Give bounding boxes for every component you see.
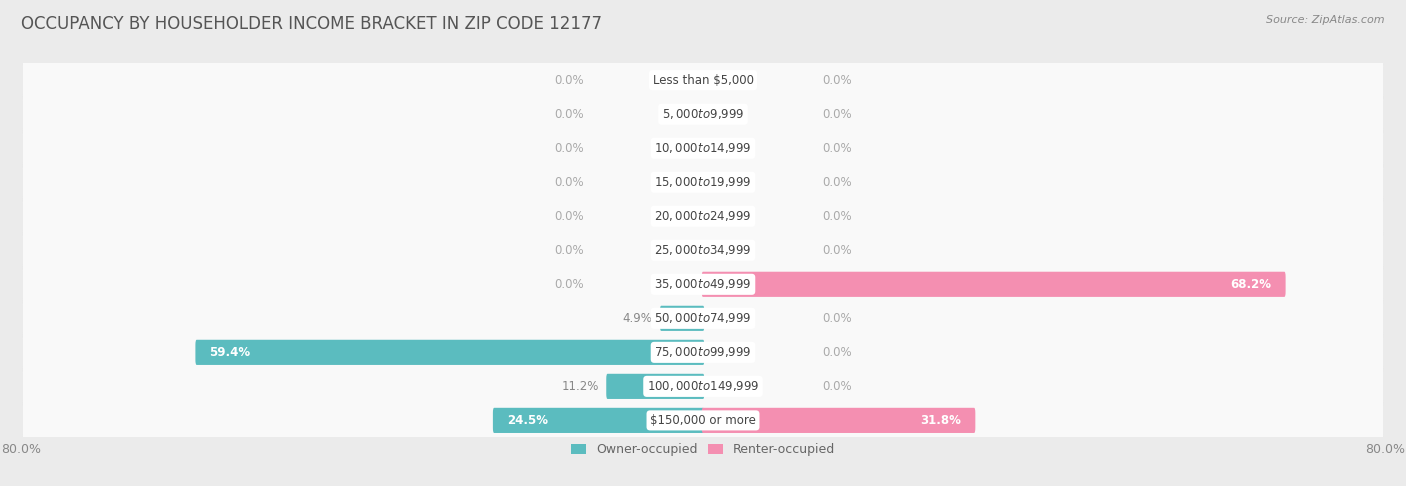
Text: Less than $5,000: Less than $5,000 — [652, 74, 754, 87]
FancyBboxPatch shape — [659, 306, 704, 331]
Text: 0.0%: 0.0% — [823, 244, 852, 257]
Text: $15,000 to $19,999: $15,000 to $19,999 — [654, 175, 752, 189]
Text: 68.2%: 68.2% — [1230, 278, 1271, 291]
Text: $150,000 or more: $150,000 or more — [650, 414, 756, 427]
Text: Source: ZipAtlas.com: Source: ZipAtlas.com — [1267, 15, 1385, 25]
Text: 0.0%: 0.0% — [823, 108, 852, 121]
FancyBboxPatch shape — [22, 125, 1384, 173]
Text: 0.0%: 0.0% — [554, 142, 583, 155]
Text: $100,000 to $149,999: $100,000 to $149,999 — [647, 380, 759, 393]
Text: 0.0%: 0.0% — [823, 380, 852, 393]
Text: 0.0%: 0.0% — [823, 346, 852, 359]
FancyBboxPatch shape — [22, 125, 1384, 172]
Text: 0.0%: 0.0% — [823, 74, 852, 87]
FancyBboxPatch shape — [22, 295, 1384, 343]
FancyBboxPatch shape — [22, 363, 1384, 411]
FancyBboxPatch shape — [494, 408, 704, 433]
FancyBboxPatch shape — [22, 227, 1384, 275]
FancyBboxPatch shape — [22, 159, 1384, 206]
Legend: Owner-occupied, Renter-occupied: Owner-occupied, Renter-occupied — [567, 438, 839, 461]
Text: 0.0%: 0.0% — [554, 210, 583, 223]
Text: $75,000 to $99,999: $75,000 to $99,999 — [654, 346, 752, 359]
FancyBboxPatch shape — [22, 57, 1384, 104]
FancyBboxPatch shape — [22, 193, 1384, 241]
Text: 0.0%: 0.0% — [823, 210, 852, 223]
FancyBboxPatch shape — [702, 408, 976, 433]
FancyBboxPatch shape — [22, 261, 1384, 308]
Text: 0.0%: 0.0% — [823, 312, 852, 325]
Text: 0.0%: 0.0% — [554, 74, 583, 87]
Text: 4.9%: 4.9% — [623, 312, 652, 325]
FancyBboxPatch shape — [702, 272, 1285, 297]
Text: 0.0%: 0.0% — [554, 278, 583, 291]
Text: 31.8%: 31.8% — [921, 414, 962, 427]
FancyBboxPatch shape — [22, 397, 1384, 444]
Text: OCCUPANCY BY HOUSEHOLDER INCOME BRACKET IN ZIP CODE 12177: OCCUPANCY BY HOUSEHOLDER INCOME BRACKET … — [21, 15, 602, 33]
Text: 11.2%: 11.2% — [561, 380, 599, 393]
Text: $50,000 to $74,999: $50,000 to $74,999 — [654, 312, 752, 325]
Text: 0.0%: 0.0% — [823, 142, 852, 155]
FancyBboxPatch shape — [22, 159, 1384, 207]
FancyBboxPatch shape — [22, 397, 1384, 445]
FancyBboxPatch shape — [195, 340, 704, 365]
FancyBboxPatch shape — [22, 91, 1384, 139]
Text: $10,000 to $14,999: $10,000 to $14,999 — [654, 141, 752, 155]
Text: 24.5%: 24.5% — [508, 414, 548, 427]
FancyBboxPatch shape — [22, 227, 1384, 274]
FancyBboxPatch shape — [22, 329, 1384, 376]
Text: $25,000 to $34,999: $25,000 to $34,999 — [654, 243, 752, 257]
FancyBboxPatch shape — [22, 57, 1384, 104]
Text: $35,000 to $49,999: $35,000 to $49,999 — [654, 278, 752, 291]
Text: 0.0%: 0.0% — [554, 176, 583, 189]
FancyBboxPatch shape — [22, 295, 1384, 342]
FancyBboxPatch shape — [22, 193, 1384, 240]
FancyBboxPatch shape — [606, 374, 704, 399]
Text: $20,000 to $24,999: $20,000 to $24,999 — [654, 209, 752, 223]
Text: 0.0%: 0.0% — [554, 108, 583, 121]
Text: 0.0%: 0.0% — [554, 244, 583, 257]
Text: 59.4%: 59.4% — [209, 346, 250, 359]
Text: $5,000 to $9,999: $5,000 to $9,999 — [662, 107, 744, 121]
Text: 0.0%: 0.0% — [823, 176, 852, 189]
FancyBboxPatch shape — [22, 261, 1384, 309]
FancyBboxPatch shape — [22, 363, 1384, 410]
FancyBboxPatch shape — [22, 91, 1384, 138]
FancyBboxPatch shape — [22, 329, 1384, 377]
